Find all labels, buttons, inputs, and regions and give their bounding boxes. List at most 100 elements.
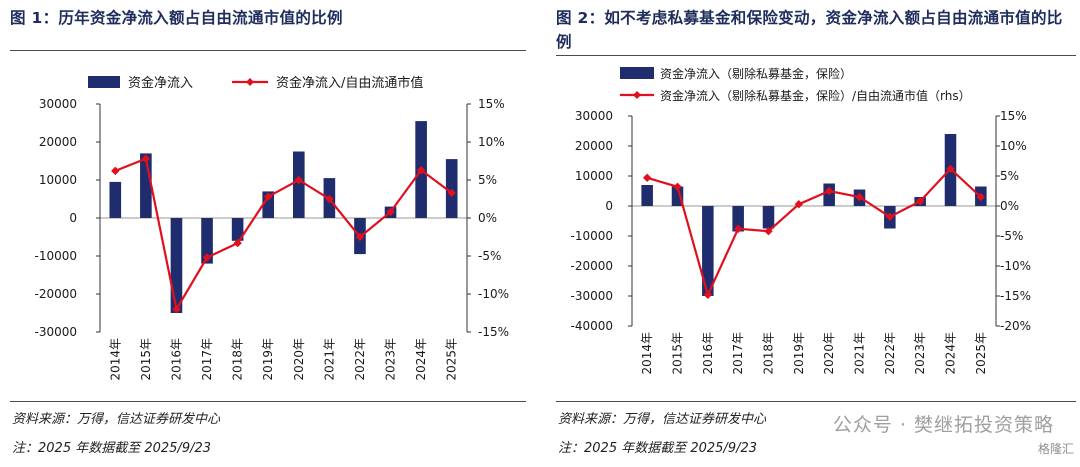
- bar: [762, 206, 775, 229]
- left-tick-label: 20000: [39, 135, 77, 149]
- category-label: 2015年: [139, 338, 153, 381]
- bar: [292, 151, 305, 218]
- chart-svg: 30000 20000 10000 0 -10000 -20000 -30000 -40000…: [570, 66, 1031, 375]
- line-marker: [642, 173, 652, 182]
- left-tick-label: -30000: [570, 289, 613, 303]
- legend-bar-label: 资金净流入（剔除私募基金，保险）: [660, 66, 852, 81]
- bar: [671, 186, 684, 206]
- bar: [641, 185, 653, 206]
- left-tick-label: 30000: [39, 97, 77, 111]
- note-text: 注：2025 年数据截至 2025/9/23: [12, 441, 212, 456]
- right-tick-label: -5%: [1000, 229, 1023, 243]
- line-marker: [764, 227, 773, 236]
- category-label: 2023年: [913, 332, 927, 375]
- right-tick-label: -15%: [1000, 289, 1031, 303]
- title-rule: [556, 55, 1076, 56]
- right-tick-label: 5%: [1000, 169, 1019, 183]
- source-text: 资料来源：万得，信达证券研发中心: [558, 412, 767, 427]
- legend-line-marker: [633, 91, 641, 99]
- legend-bar-swatch: [88, 76, 120, 88]
- left-tick-label: -20000: [570, 259, 613, 273]
- category-label: 2014年: [640, 332, 654, 375]
- category-label: 2018年: [231, 338, 245, 381]
- right-tick-label: -5%: [478, 249, 501, 263]
- line-marker: [416, 165, 426, 175]
- category-label: 2019年: [261, 338, 275, 381]
- left-tick-label: 10000: [39, 173, 77, 187]
- source-rule: [10, 401, 526, 402]
- line-marker: [386, 207, 395, 217]
- category-label: 2020年: [822, 332, 836, 375]
- right-tick-label: -15%: [478, 325, 509, 339]
- bar: [445, 159, 458, 218]
- right-tick-label: 15%: [1000, 109, 1027, 123]
- bar: [140, 153, 152, 218]
- category-label: 2021年: [853, 332, 867, 375]
- category-label: 2025年: [445, 338, 459, 381]
- line-marker: [294, 175, 303, 185]
- legend-line-label: 资金净流入/自由流通市值: [276, 75, 423, 91]
- chart-title: 图 1：历年资金净流入额占自由流通市值的比例: [10, 9, 343, 27]
- category-label: 2018年: [762, 332, 776, 375]
- category-label: 2024年: [414, 338, 428, 381]
- watermark-logo: 格隆汇: [1037, 442, 1074, 456]
- right-tick-label: -10%: [1000, 259, 1031, 273]
- legend-line-marker: [246, 78, 254, 86]
- left-tick-label: 10000: [575, 169, 613, 183]
- left-tick-label: 30000: [575, 109, 613, 123]
- legend-bar-label: 资金净流入: [128, 75, 193, 91]
- line-marker: [673, 182, 682, 191]
- category-label: 2017年: [200, 338, 214, 381]
- left-tick-label: -40000: [570, 319, 613, 333]
- category-label: 2020年: [292, 338, 306, 381]
- legend-bar-swatch: [620, 67, 654, 79]
- line-marker: [264, 192, 273, 201]
- right-tick-label: 15%: [478, 97, 505, 111]
- right-tick-label: -20%: [1000, 319, 1031, 333]
- line-marker: [141, 154, 151, 163]
- category-label: 2021年: [322, 338, 336, 381]
- line-marker: [355, 232, 365, 242]
- chart-panel-1: 图 1：历年资金净流入额占自由流通市值的比例 30000 20000 10000 0 -…: [0, 0, 530, 467]
- line-marker: [855, 192, 864, 202]
- category-label: 2024年: [944, 332, 958, 375]
- left-tick-label: 0: [605, 199, 613, 213]
- left-tick-label: 0: [69, 211, 77, 225]
- category-label: 2025年: [974, 332, 988, 375]
- right-tick-label: 10%: [478, 135, 505, 149]
- category-label: 2016年: [169, 338, 183, 381]
- bar: [109, 181, 122, 218]
- chart-svg: 30000 20000 10000 0 -10000 -20000 -30000 15% 10%…: [34, 75, 509, 381]
- line-marker: [202, 253, 212, 262]
- bar: [170, 218, 183, 313]
- series-line: [646, 167, 982, 298]
- chart-title: 图 2：如不考虑私募基金和保险变动，资金净流入额占自由流通市值的比例: [556, 9, 1063, 51]
- legend-line-label: 资金净流入（剔除私募基金，保险）/自由流通市值（rhs）: [660, 88, 971, 103]
- bar: [732, 206, 744, 232]
- line-marker: [946, 164, 955, 173]
- left-tick-label: -20000: [34, 287, 77, 301]
- bar: [201, 218, 213, 264]
- right-tick-label: 5%: [478, 173, 497, 187]
- line-marker: [325, 194, 334, 204]
- line-marker: [233, 238, 242, 248]
- note-text: 注：2025 年数据截至 2025/9/23: [558, 441, 758, 456]
- right-tick-label: -10%: [478, 287, 509, 301]
- category-label: 2015年: [671, 332, 685, 375]
- chart-panel-2: 图 2：如不考虑私募基金和保险变动，资金净流入额占自由流通市值的比例 30000…: [548, 0, 1080, 467]
- right-tick-label: 0%: [1000, 199, 1019, 213]
- category-label: 2017年: [731, 332, 745, 375]
- title-rule: [10, 50, 526, 51]
- source-rule: [556, 401, 1076, 402]
- right-tick-label: 0%: [478, 211, 497, 225]
- category-label: 2022年: [883, 332, 897, 375]
- left-tick-label: -10000: [34, 249, 77, 263]
- category-label: 2014年: [108, 338, 122, 381]
- category-label: 2019年: [792, 332, 806, 375]
- bar: [231, 218, 244, 241]
- line-marker: [447, 188, 456, 198]
- left-tick-label: -10000: [570, 229, 613, 243]
- category-label: 2022年: [353, 338, 367, 381]
- source-text: 资料来源：万得，信达证券研发中心: [12, 412, 221, 427]
- line-marker: [172, 305, 181, 314]
